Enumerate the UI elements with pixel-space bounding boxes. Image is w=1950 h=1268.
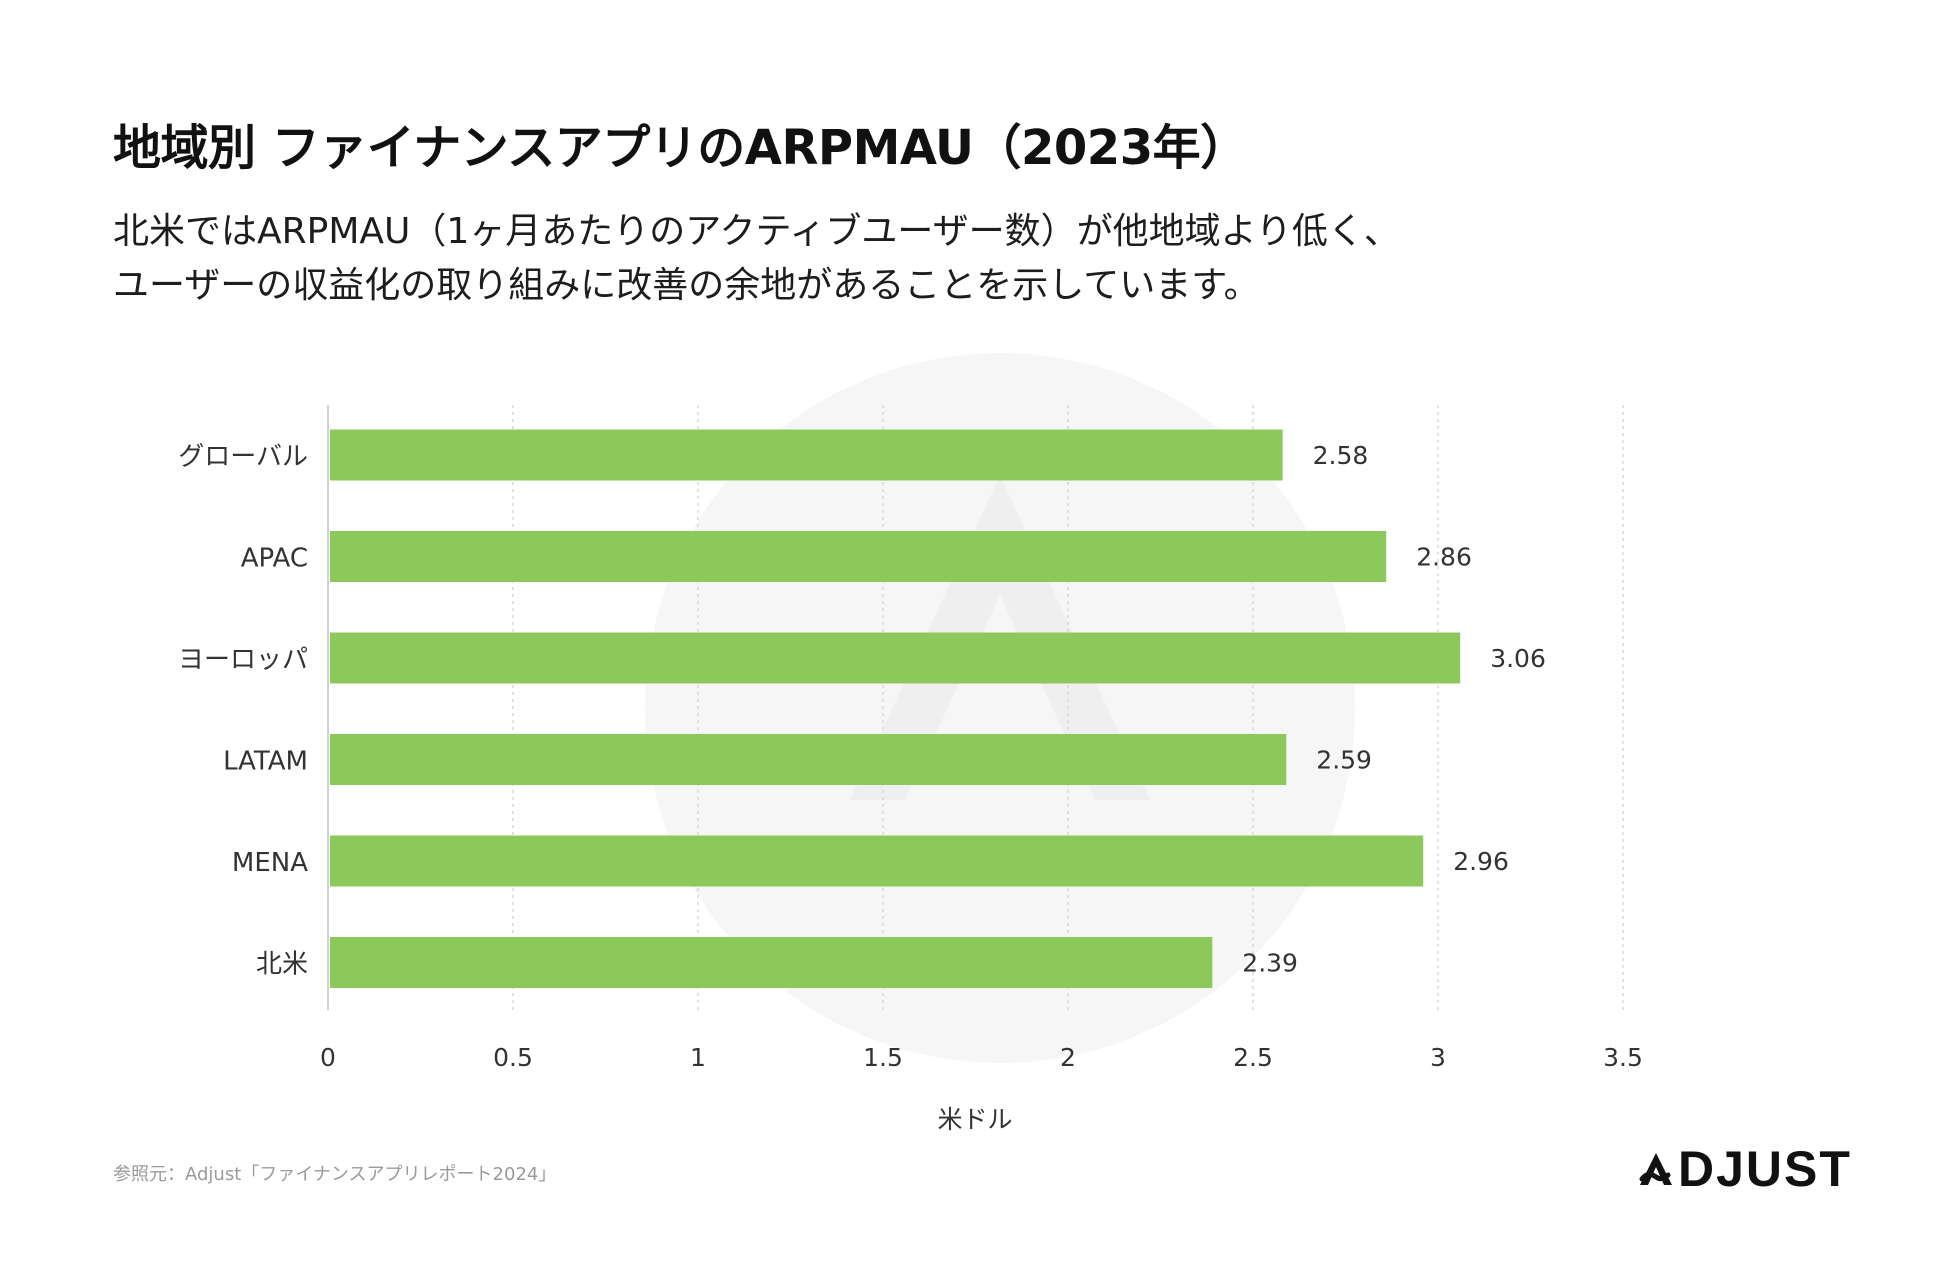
category-label: MENA: [232, 848, 308, 878]
value-label: 2.39: [1242, 949, 1298, 978]
category-label: ヨーロッパ: [178, 645, 308, 675]
adjust-logo-text: DJUST: [1678, 1141, 1852, 1197]
bar: [330, 937, 1213, 988]
adjust-logo-icon: [1639, 1153, 1672, 1185]
bar: [330, 734, 1287, 785]
x-tick-label: 2.5: [1233, 1043, 1273, 1072]
category-label: LATAM: [223, 747, 308, 777]
subtitle-line-1: 北米ではARPMAU（1ヶ月あたりのアクティブユーザー数）が他地域より低く、: [113, 211, 1400, 252]
bar: [330, 429, 1283, 481]
value-label: 2.96: [1453, 847, 1509, 876]
adjust-logo: DJUST: [1636, 1140, 1852, 1198]
x-tick-label: 3.5: [1603, 1043, 1643, 1072]
category-label: APAC: [241, 544, 308, 574]
bar: [330, 632, 1461, 684]
x-tick-label: 0: [320, 1043, 336, 1072]
category-label: グローバル: [178, 442, 308, 472]
x-tick-label: 1: [690, 1043, 706, 1072]
value-label: 2.58: [1313, 441, 1369, 470]
bar: [330, 531, 1387, 582]
source-note: 参照元：Adjust「ファイナンスアプリレポート2024」: [113, 1164, 557, 1185]
bar: [330, 835, 1424, 887]
watermark-logo-icon: [850, 475, 1150, 800]
category-label: 北米: [256, 950, 308, 980]
x-tick-label: 0.5: [493, 1043, 533, 1072]
value-label: 3.06: [1490, 644, 1546, 673]
chart-subtitle: 北米ではARPMAU（1ヶ月あたりのアクティブユーザー数）が他地域より低く、 ユ…: [113, 205, 1400, 313]
x-tick-label: 1.5: [863, 1043, 903, 1072]
value-label: 2.59: [1316, 746, 1372, 775]
x-tick-label: 3: [1430, 1043, 1446, 1072]
x-tick-label: 2: [1060, 1043, 1076, 1072]
x-axis-title: 米ドル: [937, 1105, 1012, 1134]
chart-title: 地域別 ファイナンスアプリのARPMAU（2023年）: [113, 120, 1248, 176]
value-label: 2.86: [1416, 543, 1472, 572]
subtitle-line-2: ユーザーの収益化の取り組みに改善の余地があることを示しています。: [113, 265, 1260, 306]
